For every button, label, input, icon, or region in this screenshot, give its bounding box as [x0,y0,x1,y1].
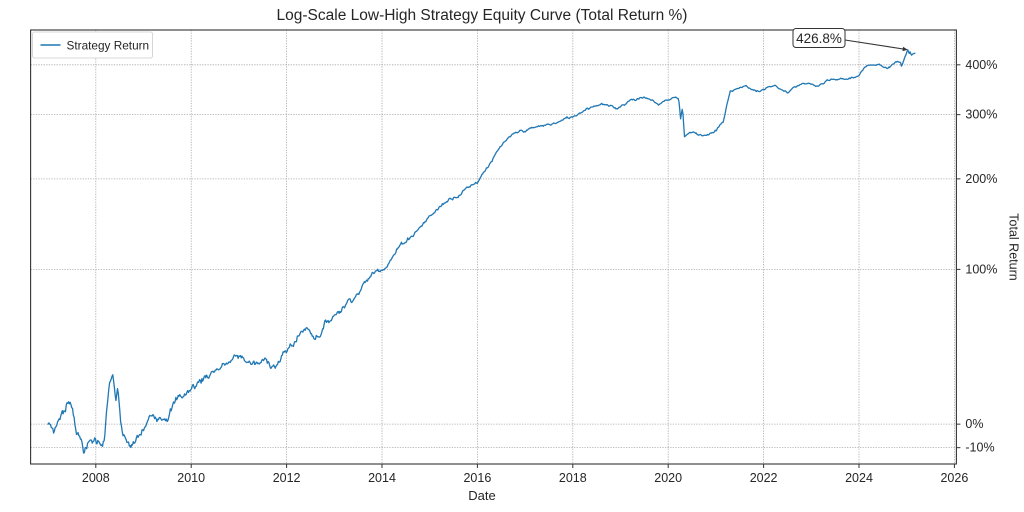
svg-text:0%: 0% [965,417,983,431]
svg-text:Date: Date [468,488,495,503]
svg-text:2012: 2012 [273,471,301,485]
svg-text:-10%: -10% [965,441,994,455]
svg-text:Strategy Return: Strategy Return [67,38,150,52]
svg-text:2010: 2010 [177,471,205,485]
svg-text:2008: 2008 [82,471,110,485]
svg-text:2024: 2024 [845,471,873,485]
svg-text:300%: 300% [965,108,997,122]
svg-text:Total Return: Total Return [1006,213,1020,280]
svg-text:2014: 2014 [368,471,396,485]
svg-text:2020: 2020 [654,471,682,485]
svg-text:200%: 200% [965,172,997,186]
svg-text:Log-Scale Low-High Strategy Eq: Log-Scale Low-High Strategy Equity Curve… [277,7,688,24]
svg-text:426.8%: 426.8% [796,31,842,46]
svg-text:2026: 2026 [940,471,968,485]
svg-text:2016: 2016 [463,471,491,485]
svg-text:100%: 100% [965,262,997,276]
svg-text:2022: 2022 [750,471,778,485]
svg-text:2018: 2018 [559,471,587,485]
svg-text:400%: 400% [965,58,997,72]
